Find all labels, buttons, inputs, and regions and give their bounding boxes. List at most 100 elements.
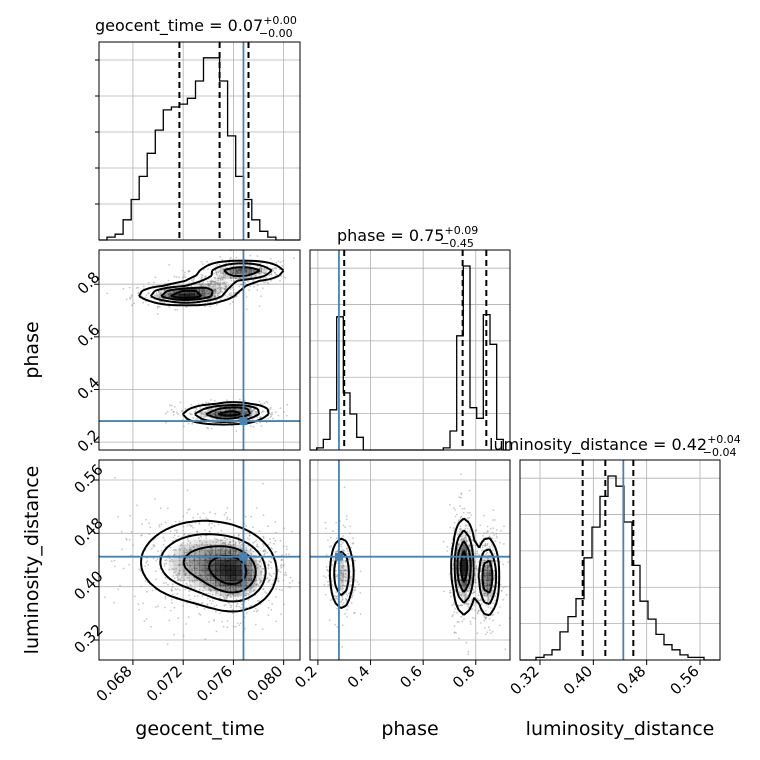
sample-point [492, 585, 495, 588]
sample-point [226, 507, 229, 509]
sample-point [341, 599, 344, 601]
density-cell [215, 293, 221, 300]
sample-point [211, 551, 214, 554]
sample-point [133, 595, 136, 598]
sample-point [151, 589, 154, 592]
sample-point [480, 582, 483, 585]
sample-point [270, 280, 272, 282]
sample-point [225, 285, 228, 288]
sample-point [163, 301, 166, 304]
sample-point [341, 549, 344, 551]
sample-point [324, 576, 327, 579]
sample-point [203, 585, 206, 588]
sample-point [486, 567, 489, 570]
sample-point [259, 571, 262, 573]
density-cell [251, 411, 257, 418]
sample-point [229, 294, 232, 297]
sample-point [186, 524, 189, 527]
sample-point [342, 524, 345, 527]
sample-point [271, 267, 274, 270]
sample-point [202, 290, 204, 292]
sample-point [103, 596, 106, 599]
sample-point [152, 281, 155, 284]
sample-point [269, 416, 272, 419]
sample-point [155, 570, 157, 572]
sample-point [469, 546, 471, 548]
sample-point [186, 489, 189, 492]
sample-point [198, 612, 201, 615]
sample-point [274, 411, 277, 414]
sample-point [256, 545, 258, 548]
sample-point [221, 276, 223, 278]
sample-point [225, 549, 228, 551]
sample-point [156, 306, 159, 309]
sample-point [272, 537, 275, 540]
density-cell [204, 539, 211, 546]
sample-point [480, 622, 482, 624]
sample-point [215, 541, 218, 543]
sample-point [188, 270, 191, 273]
sample-point [470, 623, 472, 625]
sample-point [212, 413, 215, 416]
sample-point [216, 294, 219, 297]
density-cell [189, 293, 195, 300]
density-cell [256, 570, 262, 576]
density-cell [461, 580, 467, 587]
density-cell [199, 549, 206, 556]
sample-point [476, 552, 479, 555]
sample-point [213, 412, 216, 415]
density-cell [199, 560, 206, 566]
sample-point [249, 549, 252, 551]
sample-point [460, 496, 462, 499]
sample-point [454, 509, 457, 511]
sample-point [184, 407, 187, 410]
sample-point [485, 553, 487, 556]
sample-point [271, 603, 274, 605]
density-cell [235, 565, 242, 571]
x-tick-label: 0.072 [143, 662, 186, 705]
sample-point [484, 575, 487, 578]
sample-point [173, 275, 176, 278]
sample-point [344, 568, 346, 571]
density-cell [220, 560, 226, 566]
sample-point [267, 543, 270, 546]
panel-luminosity_distance-phase [309, 459, 511, 661]
sample-point [486, 530, 489, 533]
sample-point [229, 548, 232, 551]
sample-point [451, 538, 454, 541]
sample-point [264, 549, 266, 552]
sample-point [163, 289, 166, 292]
sample-point [146, 560, 149, 563]
sample-point [274, 273, 277, 276]
density-cell [153, 293, 159, 300]
sample-point [490, 632, 492, 635]
sample-point [247, 579, 250, 582]
sample-point [186, 557, 189, 560]
sample-point [345, 598, 348, 601]
sample-point [176, 593, 179, 595]
sample-point [264, 280, 267, 283]
sample-point [181, 409, 184, 412]
sample-point [258, 578, 261, 580]
sample-point [450, 591, 452, 594]
sample-point [484, 545, 487, 547]
sample-point [345, 579, 347, 582]
sample-point [460, 493, 463, 496]
density-cell [256, 580, 262, 587]
sample-point [483, 572, 486, 574]
sample-point [198, 523, 201, 525]
sample-point [201, 290, 204, 293]
density-cell [184, 565, 190, 571]
sample-point [344, 559, 347, 562]
sample-point [212, 280, 215, 283]
sample-point [491, 537, 494, 540]
sample-point [269, 258, 272, 260]
density-cell [466, 570, 472, 576]
density-cell [184, 554, 190, 561]
sample-point [119, 584, 121, 587]
density-cell [481, 580, 488, 587]
sample-point [480, 578, 482, 581]
sample-point [274, 267, 277, 269]
sample-point [237, 592, 240, 595]
sample-point [446, 545, 449, 548]
